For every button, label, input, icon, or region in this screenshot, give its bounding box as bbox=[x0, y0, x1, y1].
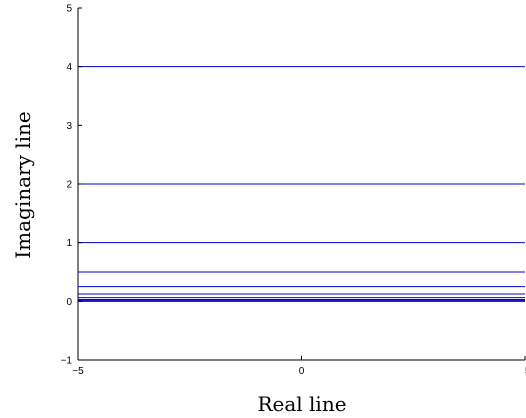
y-tick-label: 4 bbox=[66, 62, 72, 73]
y-tick-label: −1 bbox=[61, 356, 73, 367]
series-group bbox=[78, 66, 525, 302]
x-tick-label: −5 bbox=[72, 366, 84, 377]
y-tick-label: 1 bbox=[66, 238, 72, 249]
y-tick-label: 2 bbox=[66, 180, 72, 191]
y-axis-title: Imaginary line bbox=[11, 111, 35, 259]
x-tick-label: 0 bbox=[299, 366, 305, 377]
y-tick-label: 3 bbox=[66, 121, 72, 132]
x-axis-title: Real line bbox=[257, 392, 346, 416]
y-tick-label: 5 bbox=[66, 4, 72, 15]
y-tick-label: 0 bbox=[66, 297, 72, 308]
